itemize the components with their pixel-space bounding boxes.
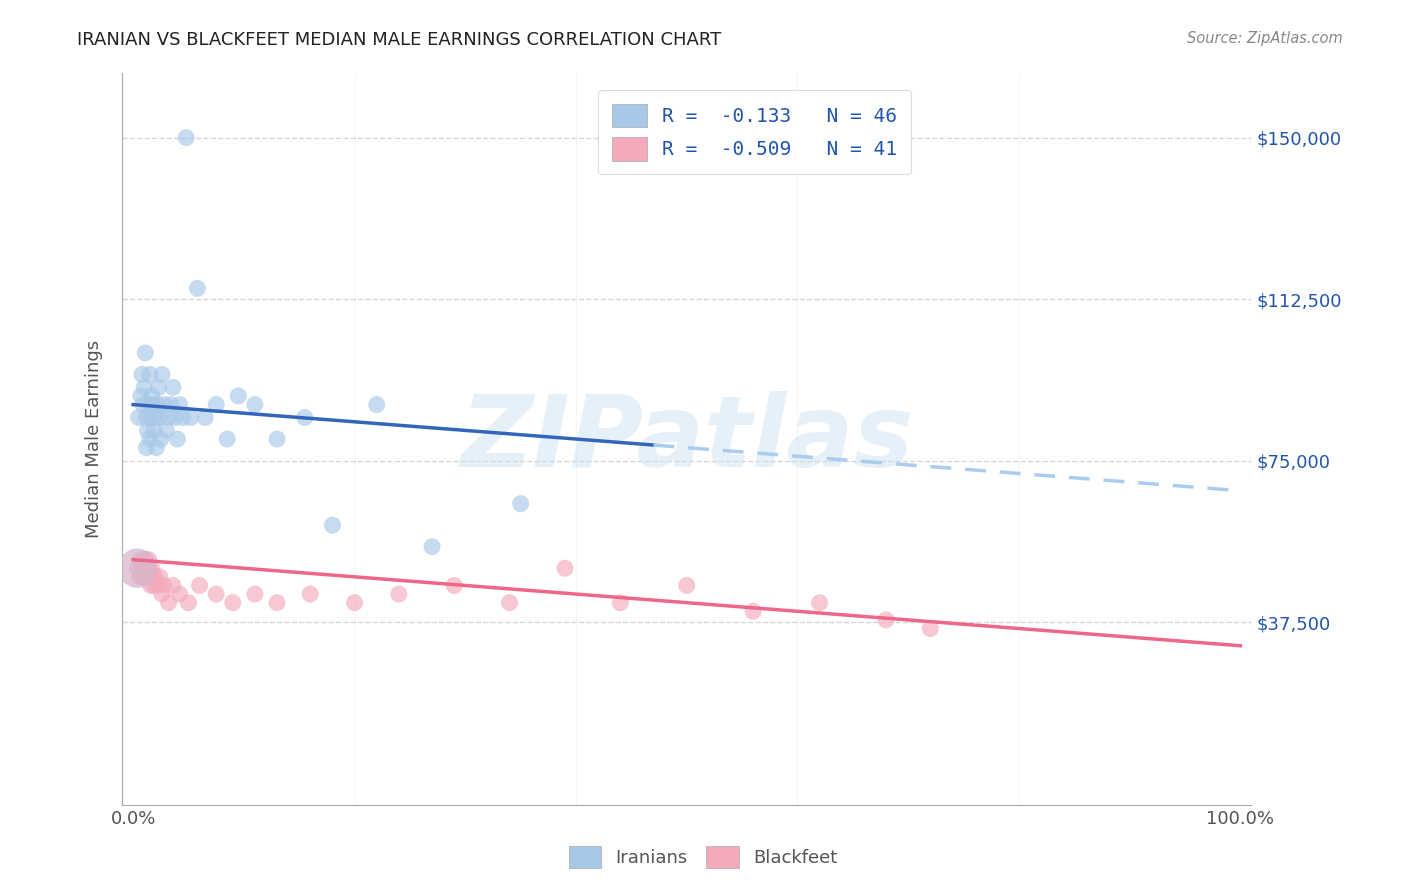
Point <box>498 596 520 610</box>
Point <box>186 281 208 295</box>
Point <box>141 561 163 575</box>
Legend: R =  -0.133   N = 46, R =  -0.509   N = 41: R = -0.133 N = 46, R = -0.509 N = 41 <box>598 90 911 175</box>
Point <box>217 432 239 446</box>
Point <box>135 570 157 584</box>
Point <box>131 561 153 575</box>
Point <box>143 570 166 584</box>
Point <box>129 552 152 566</box>
Point <box>180 410 202 425</box>
Point <box>128 410 150 425</box>
Point <box>157 596 180 610</box>
Point <box>127 561 149 575</box>
Point <box>174 130 197 145</box>
Point <box>194 410 217 425</box>
Point <box>132 398 155 412</box>
Point <box>299 587 322 601</box>
Text: IRANIAN VS BLACKFEET MEDIAN MALE EARNINGS CORRELATION CHART: IRANIAN VS BLACKFEET MEDIAN MALE EARNING… <box>77 31 721 49</box>
Point <box>148 380 170 394</box>
Point <box>149 570 172 584</box>
Point <box>128 570 150 584</box>
Point <box>134 380 156 394</box>
Point <box>388 587 411 601</box>
Point <box>136 561 159 575</box>
Point <box>742 604 765 618</box>
Point <box>226 389 249 403</box>
Point <box>162 578 184 592</box>
Point <box>243 587 266 601</box>
Text: Source: ZipAtlas.com: Source: ZipAtlas.com <box>1187 31 1343 46</box>
Point <box>129 389 152 403</box>
Point <box>162 380 184 394</box>
Point <box>177 596 200 610</box>
Point <box>243 398 266 412</box>
Point <box>138 432 160 446</box>
Point <box>127 561 149 575</box>
Point <box>509 497 531 511</box>
Point <box>222 596 245 610</box>
Point <box>157 410 180 425</box>
Point <box>294 410 316 425</box>
Point <box>142 570 165 584</box>
Point <box>141 389 163 403</box>
Point <box>143 578 166 592</box>
Point <box>134 346 156 360</box>
Point <box>443 578 465 592</box>
Text: ZIPatlas: ZIPatlas <box>460 391 914 488</box>
Point <box>138 570 160 584</box>
Point <box>146 398 169 412</box>
Point <box>165 410 187 425</box>
Point <box>136 424 159 438</box>
Point <box>420 540 443 554</box>
Point <box>343 596 366 610</box>
Point <box>266 596 288 610</box>
Point <box>920 622 942 636</box>
Point <box>188 578 211 592</box>
Y-axis label: Median Male Earnings: Median Male Earnings <box>86 340 103 538</box>
Point <box>153 398 176 412</box>
Point <box>875 613 897 627</box>
Point <box>135 441 157 455</box>
Point <box>153 578 176 592</box>
Point <box>134 552 156 566</box>
Point <box>554 561 576 575</box>
Point <box>155 424 177 438</box>
Point <box>127 561 149 575</box>
Point <box>169 398 191 412</box>
Point <box>149 432 172 446</box>
Point <box>131 368 153 382</box>
Point <box>150 368 173 382</box>
Point <box>169 587 191 601</box>
Point <box>135 410 157 425</box>
Point <box>132 570 155 584</box>
Point <box>609 596 631 610</box>
Point <box>143 410 166 425</box>
Point <box>146 578 169 592</box>
Point <box>675 578 697 592</box>
Point <box>139 410 162 425</box>
Legend: Iranians, Blackfeet: Iranians, Blackfeet <box>558 835 848 879</box>
Point <box>205 398 228 412</box>
Point <box>366 398 388 412</box>
Point <box>808 596 831 610</box>
Point <box>172 410 194 425</box>
Point <box>149 410 172 425</box>
Point <box>138 552 160 566</box>
Point <box>142 398 165 412</box>
Point <box>159 398 181 412</box>
Point <box>266 432 288 446</box>
Point <box>139 578 162 592</box>
Point <box>143 424 166 438</box>
Point <box>205 587 228 601</box>
Point <box>134 561 156 575</box>
Point <box>166 432 188 446</box>
Point <box>138 398 160 412</box>
Point <box>150 587 173 601</box>
Point <box>321 518 343 533</box>
Point <box>145 441 167 455</box>
Point <box>138 368 160 382</box>
